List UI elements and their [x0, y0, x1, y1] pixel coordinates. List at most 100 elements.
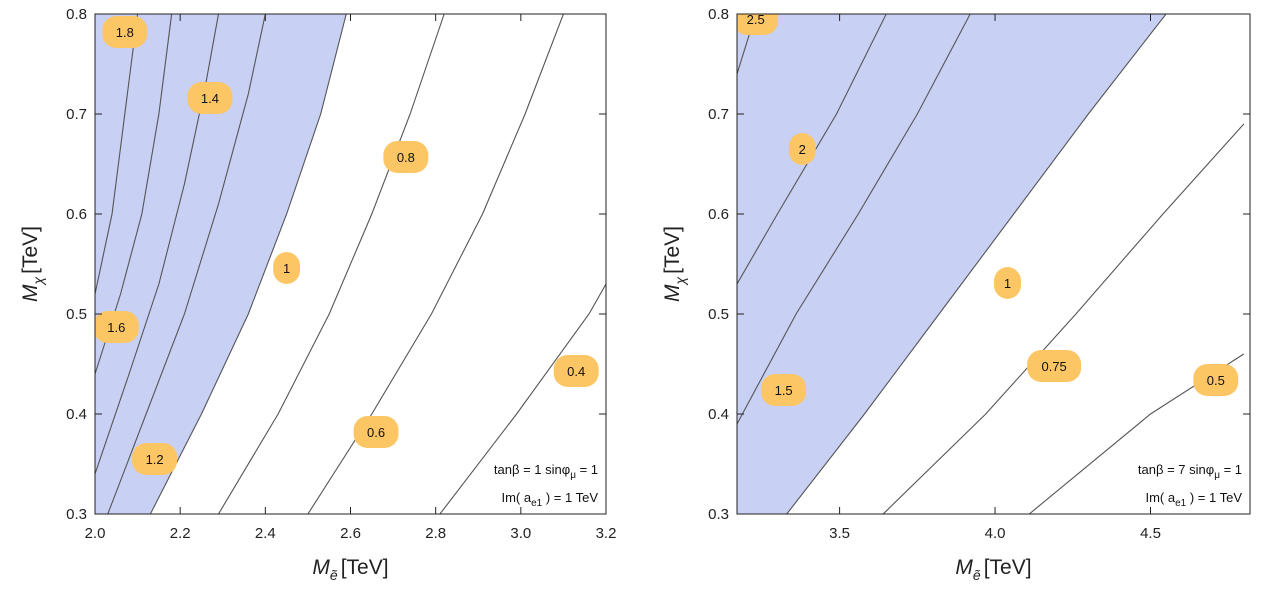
y-tick-label: 0.4 [708, 406, 729, 423]
x-axis-symbol: M [955, 556, 973, 579]
x-tick-label: 2.4 [255, 525, 276, 542]
y-axis-title: Mχ [TeV] [19, 226, 46, 302]
contour-label-bubble [761, 374, 807, 406]
annotation-text: tanβ = 1 sinφ [494, 462, 570, 477]
contour-label-text: 1.5 [775, 383, 793, 398]
y-axis-symbol: M [661, 284, 684, 302]
y-axis-subscript: χ [30, 277, 46, 287]
contour-label-text: 1.8 [116, 25, 134, 40]
contour-label-text: 2 [799, 142, 806, 157]
contour-label-text: 1.2 [146, 452, 164, 467]
contour-label-bubble [383, 141, 429, 173]
contour-label-bubble [132, 443, 178, 475]
contour-label-text: 1.4 [201, 91, 219, 106]
contour-line [786, 14, 1167, 514]
y-axis-unit: [TeV] [19, 226, 42, 274]
annotation-subscript: μ [570, 470, 576, 481]
annotation-text: ) = 1 TeV [542, 490, 598, 505]
annotation-subscript: e1 [531, 498, 543, 509]
right-contour-plot: 2.5 2 1 1.5 0.75 0.5 3.5 4.0 4.5 0.3 0.4 0.5 0.6 0.7 0… [661, 6, 1251, 583]
contour-label-bubble [553, 355, 599, 387]
x-axis-unit: [TeV] [341, 556, 389, 579]
contour-line [107, 14, 266, 514]
contour-label-text: 0.75 [1041, 359, 1066, 374]
x-tick-label: 4.5 [1140, 525, 1161, 542]
contour-label-text: 2.5 [747, 12, 765, 27]
x-axis-symbol: M [312, 556, 330, 579]
x-tick-label: 2.0 [85, 525, 106, 542]
y-axis-unit: [TeV] [661, 226, 684, 274]
annotation-line-1: tanβ = 1 sinφμ = 1 [494, 462, 598, 481]
x-tick-label: 3.2 [596, 525, 617, 542]
contour-label-bubble [1027, 350, 1082, 382]
contour-label-bubble [95, 311, 139, 343]
x-tick-label: 2.8 [425, 525, 446, 542]
x-axis-title: Mẽ [TeV] [312, 556, 388, 583]
annotation-text: = 1 [1220, 462, 1242, 477]
x-axis-subscript: ẽ [973, 567, 981, 583]
contour-line [737, 14, 971, 425]
contour-label-text: 0.4 [567, 364, 585, 379]
x-axis-title: Mẽ [TeV] [955, 556, 1031, 583]
contour-line [882, 123, 1245, 514]
shaded-region [737, 14, 1167, 514]
y-axis-symbol: M [19, 284, 42, 302]
annotation-line-2: Im( ae1 ) = 1 TeV [1145, 490, 1242, 509]
contour-label-text: 1 [283, 261, 290, 276]
annotation-subscript: μ [1214, 470, 1220, 481]
x-axis-subscript: ẽ [330, 567, 338, 583]
annotation-line-1: tanβ = 7 sinφμ = 1 [1138, 462, 1242, 481]
contour-label-text: 0.6 [367, 425, 385, 440]
y-tick-label: 0.6 [708, 206, 729, 223]
contour-label-bubble [788, 133, 816, 165]
x-tick-label: 3.0 [510, 525, 531, 542]
contour-label-bubble [102, 16, 148, 48]
annotation-text: = 1 [576, 462, 598, 477]
x-tick-label: 3.5 [829, 525, 850, 542]
contour-line [149, 14, 347, 514]
plot-area: 1.8 1.4 0.8 1 1.6 0.4 0.6 1.2 [95, 14, 606, 514]
contour-line [218, 14, 445, 514]
contour-label-bubble [273, 252, 301, 284]
contour-label-bubble [187, 82, 233, 114]
y-tick-label: 0.8 [66, 6, 87, 23]
contour-label-bubble [1193, 364, 1239, 396]
contour-label-text: 0.5 [1207, 373, 1225, 388]
annotation-text: Im( a [1145, 490, 1175, 505]
x-tick-label: 4.0 [985, 525, 1006, 542]
y-tick-label: 0.8 [708, 6, 729, 23]
contour-label-text: 1 [1004, 276, 1011, 291]
x-axis-unit: [TeV] [984, 556, 1032, 579]
y-tick-label: 0.7 [66, 106, 87, 123]
y-tick-label: 0.6 [66, 206, 87, 223]
contour-label-text: 0.8 [397, 150, 415, 165]
y-tick-label: 0.3 [66, 506, 87, 523]
y-tick-label: 0.4 [66, 406, 87, 423]
plot-frame [736, 13, 1251, 515]
contour-label-text: 1.6 [107, 320, 125, 335]
annotation-line-2: Im( ae1 ) = 1 TeV [501, 490, 598, 509]
shaded-region [95, 14, 347, 514]
contour-line [307, 14, 564, 514]
contour-line [95, 14, 220, 475]
y-axis-subscript: χ [672, 277, 688, 287]
y-tick-label: 0.5 [66, 306, 87, 323]
annotation-text: tanβ = 7 sinφ [1138, 462, 1214, 477]
contour-label-bubble [737, 14, 779, 35]
annotation-text: ) = 1 TeV [1186, 490, 1242, 505]
contour-line [439, 283, 606, 514]
x-tick-label: 2.6 [340, 525, 361, 542]
plot-area: 2.5 2 1 1.5 0.75 0.5 [737, 12, 1245, 514]
left-contour-plot: 1.8 1.4 0.8 1 1.6 0.4 0.6 1.2 2.0 2.2 2.4 2.6 2.8 3.0… [19, 6, 616, 583]
y-tick-label: 0.7 [708, 106, 729, 123]
annotation-subscript: e1 [1175, 498, 1187, 509]
contour-line [95, 14, 139, 295]
x-tick-label: 2.2 [170, 525, 191, 542]
annotation-text: Im( a [501, 490, 531, 505]
contour-label-bubble [993, 267, 1021, 299]
y-tick-label: 0.5 [708, 306, 729, 323]
y-tick-label: 0.3 [708, 506, 729, 523]
contour-label-bubble [353, 416, 399, 448]
y-axis-title: Mχ [TeV] [661, 226, 688, 302]
